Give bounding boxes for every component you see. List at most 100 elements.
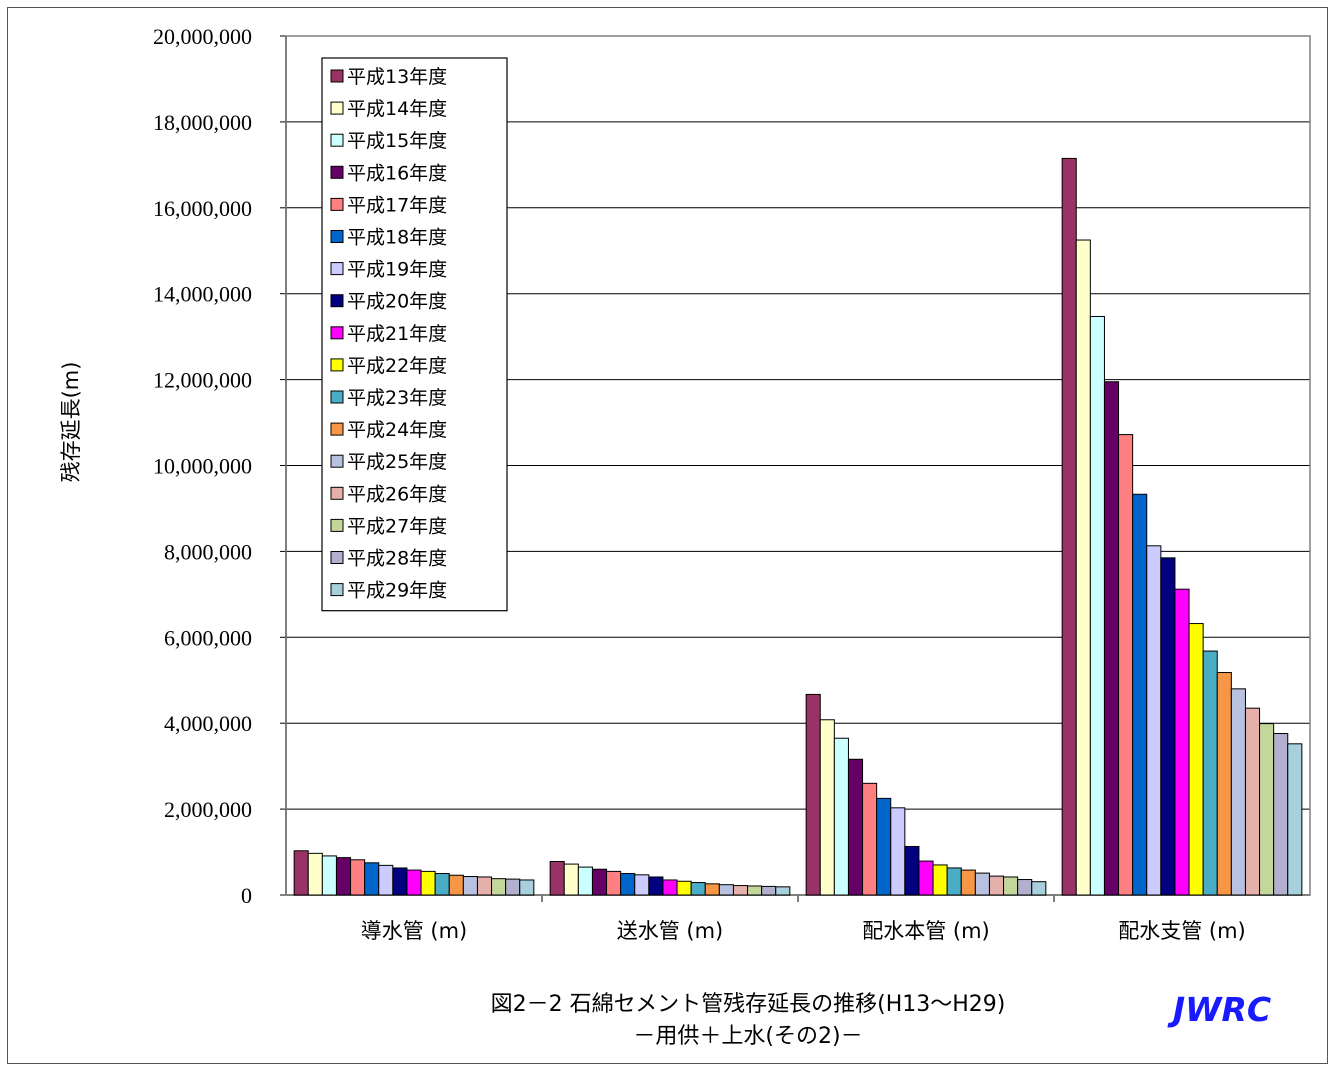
legend-label: 平成23年度: [347, 387, 447, 409]
legend-swatch: [330, 486, 344, 500]
bar: [1202, 650, 1218, 896]
bar: [662, 879, 678, 896]
bar: [1174, 588, 1190, 896]
bar: [732, 885, 749, 896]
bar: [519, 879, 535, 896]
brand-logo-text: JWRC: [1167, 990, 1271, 1029]
bar: [1118, 434, 1134, 896]
bar: [960, 869, 976, 896]
bar: [392, 867, 408, 896]
legend-label: 平成20年度: [347, 291, 447, 313]
bar: [1259, 723, 1275, 896]
bar: [1031, 881, 1047, 896]
legend-label: 平成21年度: [347, 323, 447, 345]
y-axis-label: 残存延長(m): [59, 362, 83, 483]
y-tick-label: 20,000,000: [153, 24, 252, 49]
bar: [1230, 688, 1246, 896]
bar: [1061, 157, 1077, 896]
bar: [293, 850, 309, 896]
bar: [890, 807, 906, 896]
bar: [350, 859, 366, 896]
bar: [718, 884, 734, 896]
legend-label: 平成27年度: [347, 515, 447, 537]
bar: [747, 885, 763, 896]
legend-swatch: [330, 69, 344, 83]
bar: [634, 874, 650, 896]
legend-swatch: [330, 294, 344, 308]
legend-swatch: [330, 165, 344, 179]
bar: [974, 872, 990, 896]
bar: [1089, 315, 1105, 896]
y-tick-labels: 0 2,000,000 4,000,000 6,000,000 8,000,000 10,…: [153, 24, 252, 908]
bar: [1132, 493, 1148, 896]
legend-swatch: [330, 101, 344, 115]
bar: [805, 693, 821, 896]
legend-label: 平成19年度: [347, 259, 447, 281]
bar: [448, 874, 464, 896]
bar: [676, 880, 692, 896]
bar: [549, 860, 565, 896]
bar: [321, 855, 337, 896]
bar: [1188, 623, 1204, 896]
legend-swatch: [330, 133, 344, 147]
bar: [577, 866, 593, 896]
bar: [904, 845, 920, 896]
bar: [1287, 743, 1303, 896]
x-tick-labels: 導水管 (m) 送水管 (m) 配水本管 (m) 配水支管 (m): [361, 919, 1246, 943]
bar: [620, 873, 636, 896]
bar: [988, 875, 1005, 896]
legend-swatch: [330, 422, 344, 436]
legend-label: 平成17年度: [347, 194, 447, 216]
legend-label: 平成15年度: [347, 130, 447, 152]
legend-label: 平成14年度: [347, 98, 447, 120]
legend-swatch: [330, 454, 344, 468]
legend-swatch: [330, 390, 344, 404]
y-tick-label: 16,000,000: [153, 196, 252, 221]
legend: 平成13年度平成14年度平成15年度平成16年度平成17年度平成18年度平成19…: [321, 57, 508, 612]
chart-title: 図2－2 石綿セメント管残存延長の推移(H13～H29): [491, 992, 1006, 1017]
legend-swatch: [330, 262, 344, 276]
bars: [293, 157, 1303, 896]
bar: [434, 873, 450, 896]
legend-swatch: [330, 358, 344, 372]
bar: [606, 870, 622, 896]
y-tick-label: 12,000,000: [153, 368, 252, 393]
legend-label: 平成22年度: [347, 355, 447, 377]
bar: [378, 864, 394, 896]
legend-swatch: [330, 551, 344, 564]
y-tick-label: 8,000,000: [164, 539, 252, 564]
bar: [1075, 239, 1091, 896]
x-tick-label: 配水本管 (m): [862, 919, 990, 943]
bar: [420, 870, 436, 896]
bar: [406, 869, 422, 896]
legend-label: 平成16年度: [347, 162, 447, 184]
bar: [690, 882, 706, 896]
bar: [1146, 545, 1162, 896]
y-tick-label: 6,000,000: [164, 625, 252, 650]
bar: [932, 864, 948, 896]
legend-swatch: [330, 583, 344, 597]
legend-label: 平成13年度: [347, 66, 447, 88]
bar: [1003, 876, 1019, 896]
legend-swatch: [330, 230, 344, 243]
x-tick-label: 配水支管 (m): [1118, 919, 1246, 943]
legend-label: 平成18年度: [347, 227, 447, 249]
legend-label: 平成25年度: [347, 451, 447, 473]
y-tick-label: 18,000,000: [153, 110, 252, 135]
bar: [1216, 672, 1232, 896]
bar: [505, 878, 521, 896]
y-tick-label: 14,000,000: [153, 282, 252, 307]
bar: [1244, 707, 1261, 896]
bar: [563, 863, 579, 896]
bar: [847, 758, 864, 896]
legend-swatch: [330, 197, 344, 211]
y-tick-label: 4,000,000: [164, 711, 252, 736]
bar: [648, 876, 664, 896]
x-tick-label: 導水管 (m): [361, 919, 468, 943]
y-tick-label: 2,000,000: [164, 797, 252, 822]
bar: [918, 860, 934, 896]
legend-label: 平成29年度: [347, 580, 447, 602]
bar: [946, 867, 962, 896]
legend-swatch: [330, 326, 344, 340]
